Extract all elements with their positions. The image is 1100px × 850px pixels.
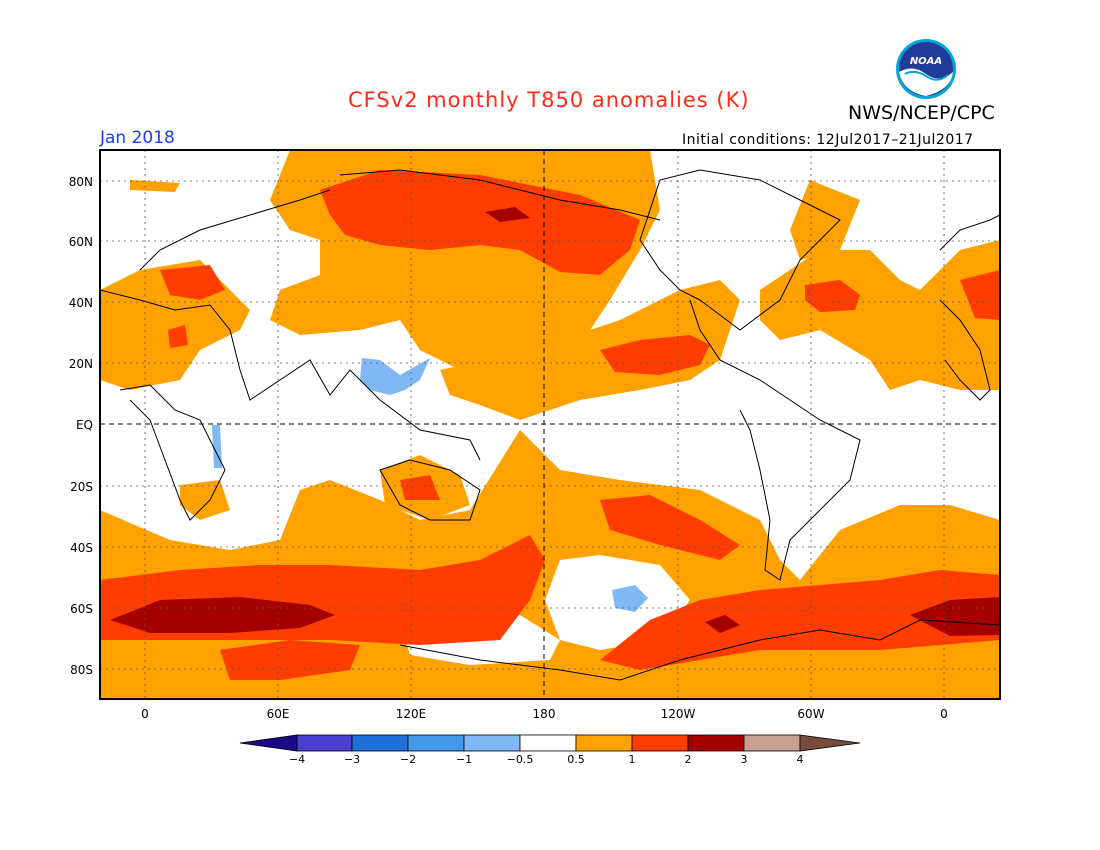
- anomaly-region: [805, 280, 860, 312]
- longitude-tick-label: 180: [533, 707, 556, 721]
- anomaly-region: [485, 207, 530, 222]
- colorbar-label: 3: [741, 753, 748, 766]
- coastline: [939, 214, 1000, 251]
- anomaly-region: [320, 170, 640, 275]
- latitude-tick-label: 60S: [70, 602, 93, 616]
- latitude-tick-label: EQ: [76, 418, 93, 432]
- colorbar-segment: [687, 734, 745, 752]
- colorbar-label: 2: [685, 753, 692, 766]
- colorbar-label: 1: [629, 753, 636, 766]
- colorbar-segment: [575, 734, 633, 752]
- coastline: [689, 299, 861, 581]
- latitude-tick-label: 40N: [69, 296, 93, 310]
- colorbar-label: −3: [344, 753, 360, 766]
- anomaly-region: [220, 640, 360, 680]
- anomaly-region: [360, 358, 430, 395]
- anomaly-region: [168, 325, 188, 348]
- coastline: [119, 384, 226, 521]
- longitude-tick-label: 0: [141, 707, 149, 721]
- coastline: [379, 459, 481, 521]
- anomaly-region: [790, 180, 860, 260]
- anomaly-region: [612, 585, 648, 612]
- latitude-tick-label: 80N: [69, 175, 93, 189]
- anomaly-region: [212, 425, 222, 468]
- latitude-tick-label: 40S: [70, 541, 93, 555]
- coastline: [939, 299, 991, 401]
- colorbar-segment: [519, 734, 577, 752]
- colorbar-label: −4: [289, 753, 305, 766]
- anomaly-region: [160, 265, 225, 300]
- anomaly-region: [130, 180, 180, 192]
- longitude-tick-label: 60W: [797, 707, 824, 721]
- colorbar-label: −0.5: [507, 753, 534, 766]
- anomaly-region: [400, 475, 440, 500]
- map-frame: [99, 149, 1001, 700]
- longitude-tick-label: 120E: [396, 707, 427, 721]
- noaa-logo: NOAA: [896, 39, 956, 99]
- colorbar-segment: [463, 734, 521, 752]
- grid-lines: [100, 150, 1000, 699]
- latitude-tick-label: 20S: [70, 480, 93, 494]
- colorbar-segment: [799, 734, 861, 752]
- coastline: [100, 289, 481, 461]
- latitude-axis: 80N 60N 40N 20N EQ 20S 40S 60S 80S: [69, 175, 93, 677]
- anomaly-region: [600, 570, 1000, 670]
- colorbar-label: −2: [400, 753, 416, 766]
- colorbar-segment: [351, 734, 409, 752]
- anomaly-region: [440, 280, 740, 420]
- colorbar-segment: [296, 734, 353, 752]
- colorbar-label: −1: [456, 753, 472, 766]
- coastline: [139, 189, 331, 271]
- anomaly-region: [600, 335, 710, 375]
- valid-month-label: Jan 2018: [100, 128, 175, 148]
- anomaly-region: [910, 597, 1000, 636]
- latitude-tick-label: 20N: [69, 357, 93, 371]
- longitude-tick-label: 60E: [267, 707, 290, 721]
- longitude-tick-label: 0: [940, 707, 948, 721]
- latitude-tick-label: 60N: [69, 235, 93, 249]
- chart-title: CFSv2 monthly T850 anomalies (K): [348, 88, 750, 112]
- colorbar-segment: [239, 734, 298, 752]
- anomaly-region: [180, 480, 230, 520]
- anomaly-region: [705, 615, 740, 633]
- coastline: [399, 619, 1000, 681]
- colorbar: −4 −3 −2 −1 −0.5 0.5 1 2 3 4: [239, 734, 861, 766]
- anomaly-region: [960, 270, 1000, 320]
- anomaly-region: [110, 597, 335, 633]
- colorbar-label: 4: [797, 753, 804, 766]
- colorbar-segment: [631, 734, 689, 752]
- colorbar-segment: [743, 734, 801, 752]
- svg-text:NOAA: NOAA: [910, 56, 942, 67]
- colorbar-segment: [407, 734, 465, 752]
- anomaly-region: [600, 495, 740, 560]
- longitude-axis: 0 60E 120E 180 120W 60W 0: [141, 707, 948, 721]
- initial-conditions-label: Initial conditions: 12Jul2017–21Jul2017: [682, 132, 974, 148]
- latitude-tick-label: 80S: [70, 663, 93, 677]
- coastline: [639, 169, 841, 331]
- coastlines: [100, 169, 1000, 681]
- coastline: [339, 169, 661, 221]
- organization-label: NWS/NCEP/CPC: [848, 102, 995, 124]
- colorbar-label: 0.5: [567, 753, 585, 766]
- anomaly-region: [760, 240, 1000, 390]
- longitude-tick-label: 120W: [661, 707, 696, 721]
